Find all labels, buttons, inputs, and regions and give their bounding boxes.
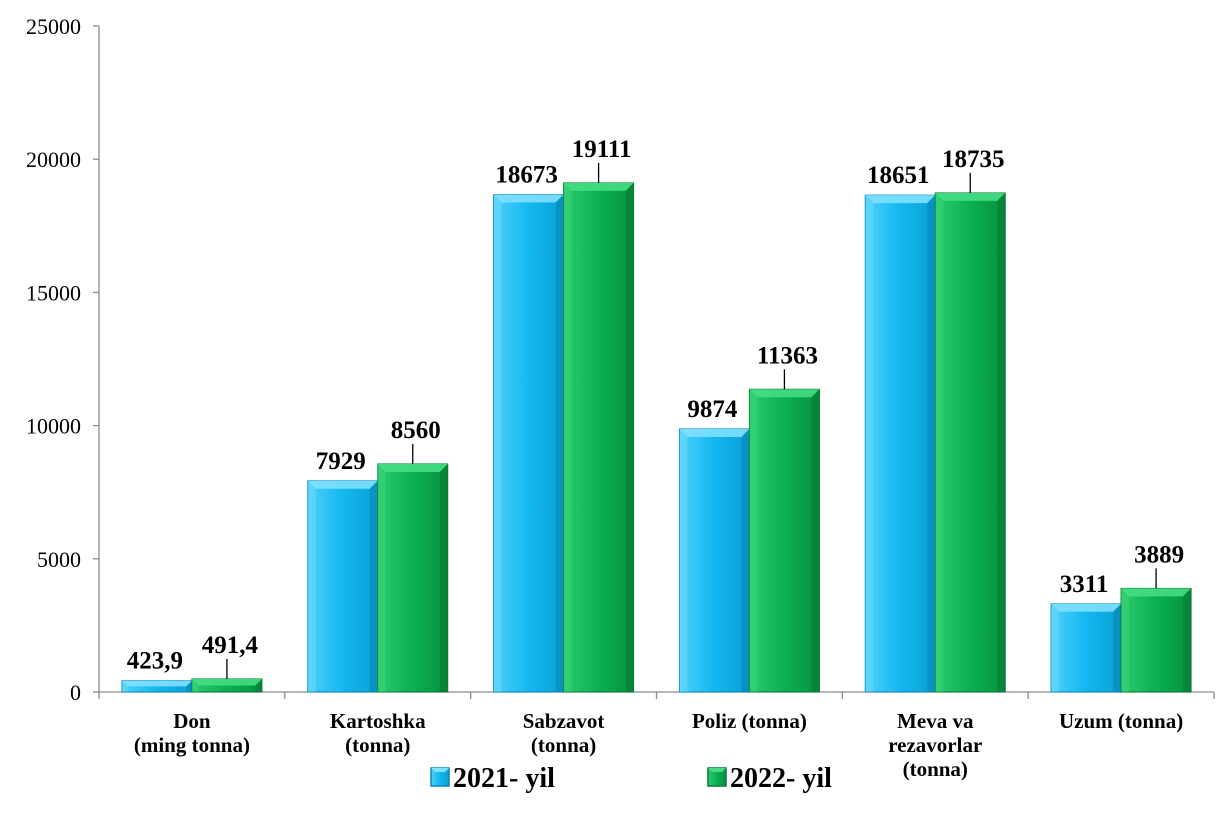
axes: 0 5000 10000 15000 20000 25000 Don (ming tonna)… — [26, 14, 1215, 781]
bar-2021 — [121, 680, 193, 693]
category-label: Don (ming tonna) — [134, 709, 250, 757]
data-label: 423,9 — [127, 648, 183, 675]
bar-2022 — [1120, 587, 1192, 693]
bar-2022 — [934, 192, 1006, 693]
bar-2022 — [377, 463, 449, 693]
data-label: 18735 — [942, 146, 1005, 173]
data-label: 3311 — [1060, 571, 1109, 598]
data-labels: 423,9 7929 18673 9874 18651 3311 491,4 8560 1911… — [127, 136, 1184, 679]
bar-2021 — [493, 194, 565, 693]
y-tick-label: 5000 — [37, 547, 81, 572]
category-label: Kartoshka (tonna) — [330, 709, 426, 757]
category-label: Sabzavot (tonna) — [523, 709, 605, 757]
bar-2022 — [748, 388, 820, 693]
data-label: 18673 — [495, 162, 558, 189]
y-tick-label: 0 — [70, 680, 81, 705]
bar-2021 — [864, 194, 936, 693]
y-tick-label: 25000 — [26, 14, 81, 39]
data-label: 7929 — [316, 448, 366, 475]
data-label: 11363 — [757, 342, 818, 369]
data-label: 491,4 — [202, 632, 259, 659]
bar-2021 — [1050, 603, 1122, 693]
bar-2022 — [191, 678, 263, 693]
bar-2021 — [307, 480, 379, 693]
legend-label: 2022- yil — [730, 763, 832, 794]
category-label: Meva va rezavorlar (tonna) — [888, 709, 982, 781]
category-label: Uzum (tonna) — [1059, 709, 1183, 733]
data-label: 8560 — [391, 417, 441, 444]
data-label: 9874 — [687, 396, 738, 423]
category-label: Poliz (tonna) — [692, 709, 807, 733]
bars — [121, 182, 1192, 693]
legend-item: 2021- yil — [430, 763, 555, 794]
y-tick-label: 10000 — [26, 414, 81, 439]
legend: 2021- yil 2022- yil — [430, 763, 832, 794]
data-label: 3889 — [1134, 541, 1184, 568]
legend-item: 2022- yil — [707, 763, 832, 794]
bar-2021 — [678, 428, 750, 693]
y-tick-label: 20000 — [26, 147, 81, 172]
bar-2022 — [563, 182, 635, 693]
y-tick-label: 15000 — [26, 280, 81, 305]
data-label: 19111 — [572, 136, 632, 163]
data-label: 18651 — [867, 162, 930, 189]
legend-label: 2021- yil — [453, 763, 555, 794]
